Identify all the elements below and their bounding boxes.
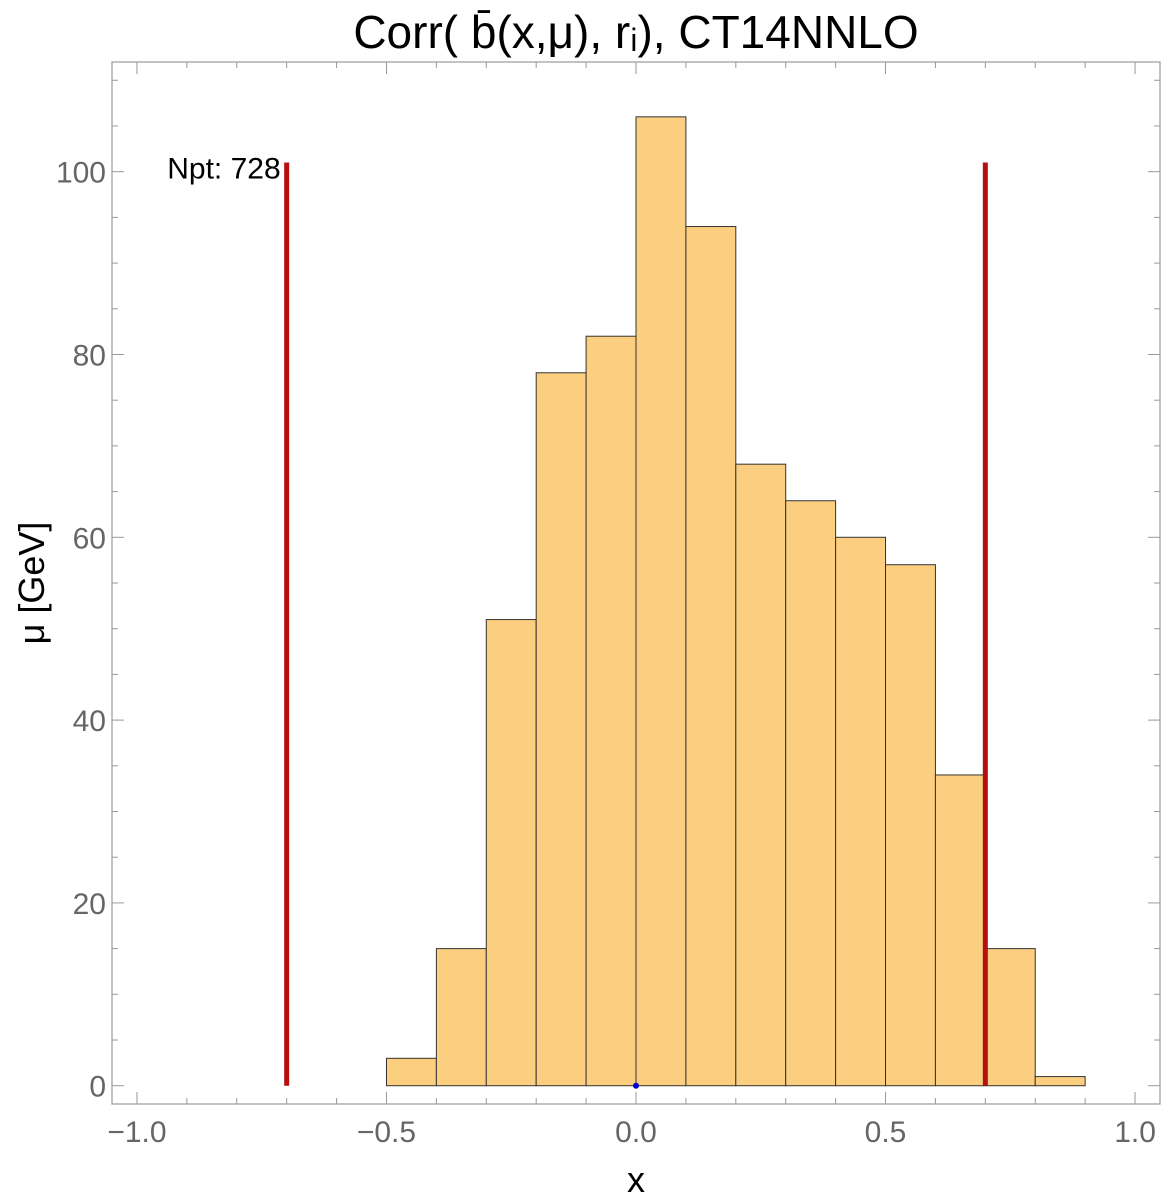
x-tick-label: −0.5 [357, 1116, 416, 1149]
histogram-bar-2 [485, 619, 537, 1087]
histogram-bar-5 [635, 116, 687, 1087]
y-tick-label: 20 [73, 888, 106, 921]
y-axis-ticks: 0 20 40 60 80 100 [56, 79, 1160, 1104]
histogram-bar-12 [984, 948, 1036, 1087]
y-axis-label: μ [GeV] [11, 522, 52, 645]
reference-lines-group [284, 162, 988, 1086]
npt-annotation: Npt: 728 [167, 153, 280, 186]
x-tick-label: 0.5 [865, 1116, 907, 1149]
y-tick-label: 80 [73, 339, 106, 372]
histogram-bar-3 [535, 372, 587, 1087]
histogram-bar-10 [885, 564, 936, 1087]
y-tick-label: 0 [89, 1071, 106, 1104]
histogram-bar-9 [835, 536, 887, 1087]
chart-title: Corr( b̄(x,μ), rᵢ), CT14NNLO [353, 6, 918, 58]
histogram-bar-11 [934, 774, 986, 1087]
y-tick-label: 40 [73, 705, 106, 738]
origin-marker-point [633, 1082, 639, 1089]
x-tick-label: 0.0 [615, 1116, 657, 1149]
histogram-bar-4 [585, 335, 637, 1087]
x-axis-ticks: −1.0 −0.5 0.0 0.5 1.0 [107, 62, 1156, 1149]
x-axis-label: x [627, 1159, 645, 1200]
y-tick-label: 100 [56, 157, 106, 190]
histogram-bar-1 [435, 948, 487, 1087]
bars-group [385, 116, 1086, 1087]
x-tick-label: 1.0 [1114, 1116, 1156, 1149]
x-tick-label: −1.0 [107, 1116, 166, 1149]
histogram-bar-8 [785, 500, 837, 1087]
histogram-bar-13 [1034, 1076, 1086, 1087]
histogram-bar-7 [735, 463, 787, 1087]
histogram-bar-0 [385, 1057, 437, 1087]
histogram-bar-6 [685, 226, 737, 1087]
y-tick-label: 60 [73, 522, 106, 555]
